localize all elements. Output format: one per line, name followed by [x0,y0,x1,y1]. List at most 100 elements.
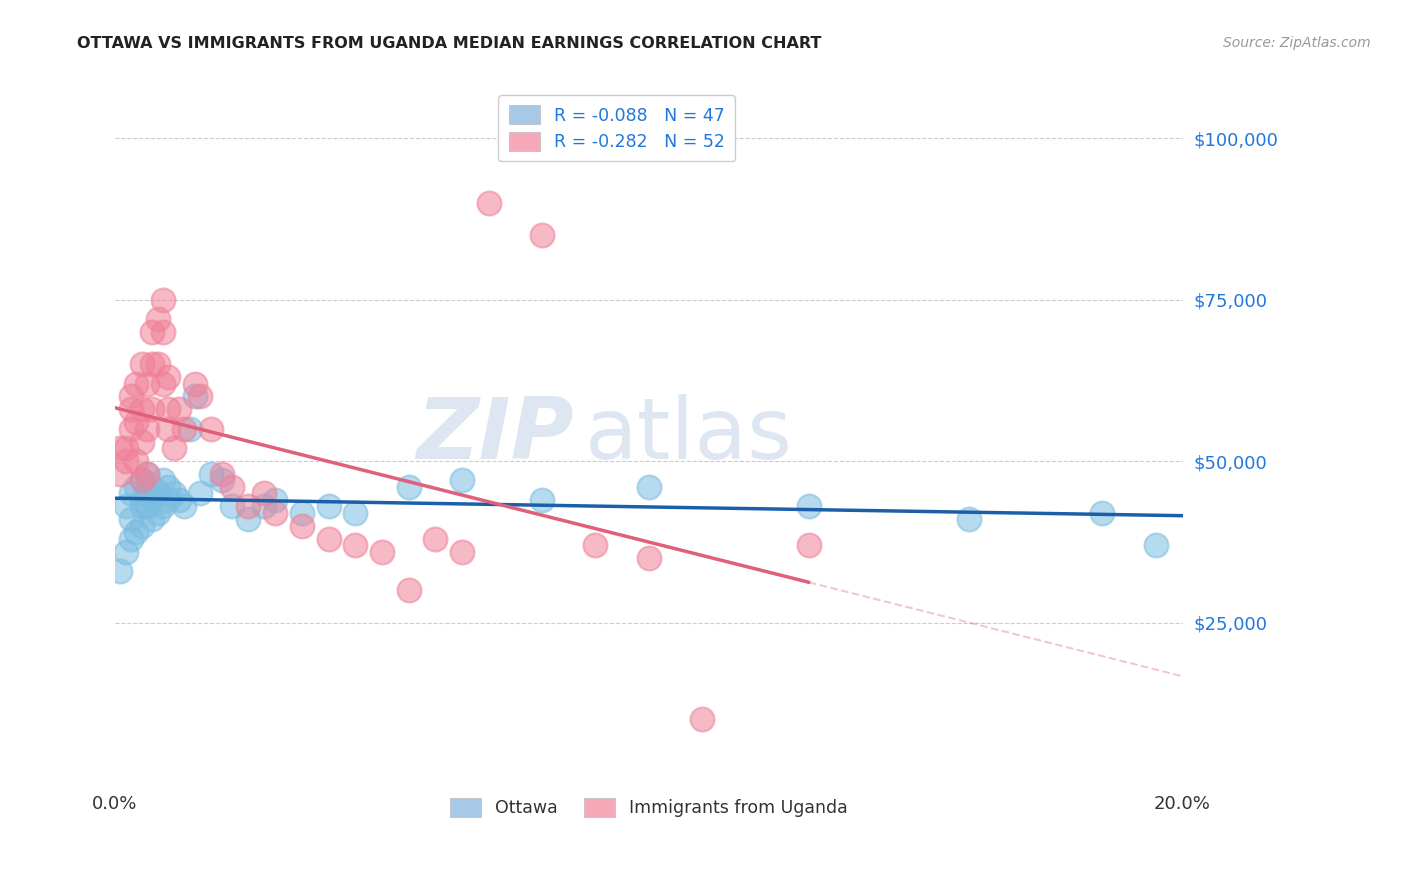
Point [141,512,163,526]
Point [136,422,159,436]
Point [146,357,169,371]
Point [200,422,222,436]
Point [146,506,169,520]
Point [141,402,163,417]
Point [173,500,195,514]
Text: Source: ZipAtlas.com: Source: ZipAtlas.com [1223,36,1371,50]
Point [114,544,136,558]
Point [120,512,142,526]
Point [344,506,367,520]
Point [253,486,276,500]
Point [125,454,148,468]
Point [136,376,159,391]
Point [211,467,233,481]
Point [152,500,174,514]
Point [125,376,148,391]
Point [125,415,148,429]
Point [637,551,659,566]
Point [110,467,132,481]
Point [131,500,153,514]
Point [136,486,159,500]
Point [120,422,142,436]
Point [200,467,222,481]
Point [184,389,207,403]
Point [167,492,190,507]
Point [238,500,260,514]
Point [136,500,159,514]
Point [398,480,420,494]
Point [163,486,186,500]
Point [120,389,142,403]
Point [238,512,260,526]
Point [141,325,163,339]
Point [157,480,180,494]
Point [478,195,501,210]
Point [1091,506,1114,520]
Point [1144,538,1167,552]
Point [184,376,207,391]
Point [146,486,169,500]
Point [163,441,186,455]
Point [637,480,659,494]
Point [157,370,180,384]
Point [125,525,148,540]
Point [797,500,820,514]
Point [157,422,180,436]
Point [141,480,163,494]
Point [125,480,148,494]
Point [146,312,169,326]
Point [131,518,153,533]
Point [120,486,142,500]
Point [190,486,212,500]
Point [531,227,554,242]
Point [114,454,136,468]
Point [131,434,153,449]
Point [131,474,153,488]
Point [114,500,136,514]
Point [179,422,201,436]
Point [264,492,287,507]
Point [131,402,153,417]
Point [253,500,276,514]
Point [531,492,554,507]
Legend: Ottawa, Immigrants from Uganda: Ottawa, Immigrants from Uganda [443,791,855,824]
Point [291,518,314,533]
Point [152,376,174,391]
Point [211,474,233,488]
Point [120,532,142,546]
Text: OTTAWA VS IMMIGRANTS FROM UGANDA MEDIAN EARNINGS CORRELATION CHART: OTTAWA VS IMMIGRANTS FROM UGANDA MEDIAN … [77,36,821,51]
Point [221,480,243,494]
Point [152,474,174,488]
Point [173,422,195,436]
Point [371,544,394,558]
Point [141,492,163,507]
Point [167,402,190,417]
Point [157,492,180,507]
Point [221,500,243,514]
Point [451,474,474,488]
Point [957,512,980,526]
Point [344,538,367,552]
Point [120,402,142,417]
Point [398,583,420,598]
Point [136,467,159,481]
Point [583,538,606,552]
Point [114,441,136,455]
Point [157,402,180,417]
Point [451,544,474,558]
Text: atlas: atlas [585,393,793,476]
Point [190,389,212,403]
Point [291,506,314,520]
Point [152,325,174,339]
Point [797,538,820,552]
Point [131,474,153,488]
Point [690,713,713,727]
Point [152,293,174,307]
Point [425,532,447,546]
Point [318,500,340,514]
Point [131,357,153,371]
Point [110,441,132,455]
Text: ZIP: ZIP [416,393,574,476]
Point [318,532,340,546]
Point [110,564,132,578]
